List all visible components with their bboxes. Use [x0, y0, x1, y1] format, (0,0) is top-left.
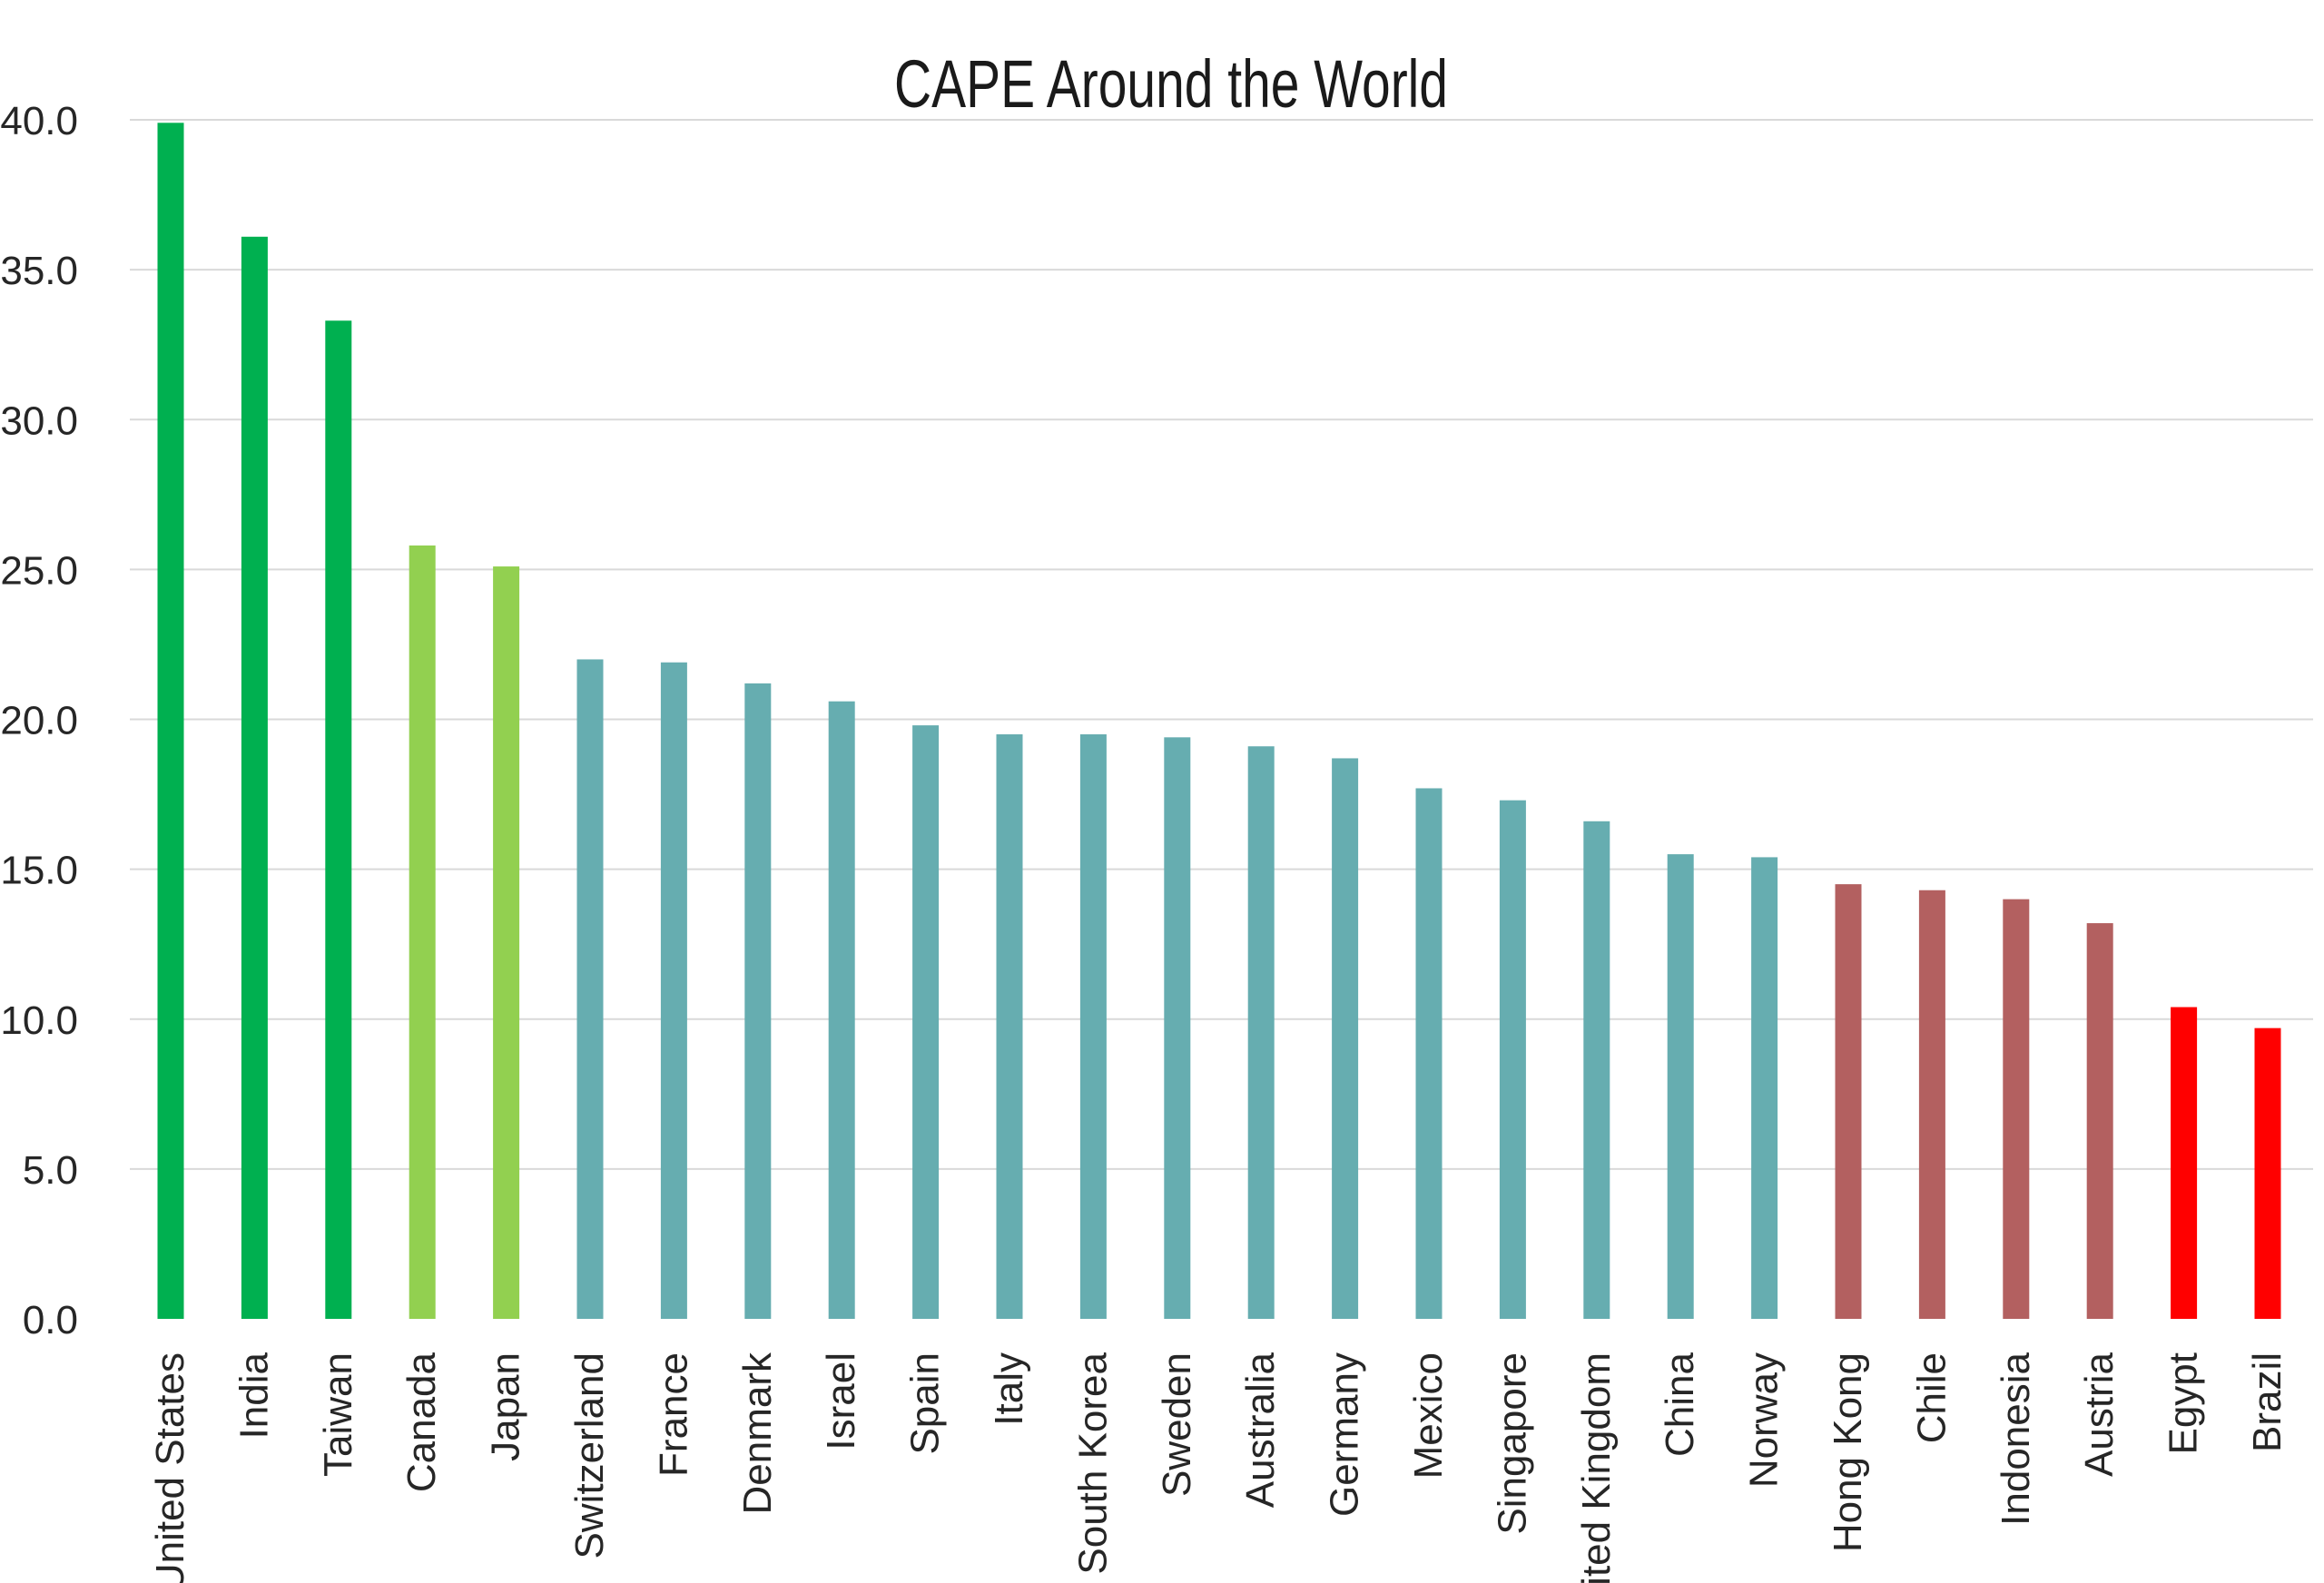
x-axis-labels: United States India Taiwan Canada Japan Switz…: [148, 1352, 2290, 1583]
bar: [912, 725, 940, 1319]
bar: [1247, 746, 1275, 1319]
bar: [576, 659, 604, 1319]
x-category-label: Switzerland: [567, 1352, 612, 1558]
x-category-label: Sweden: [1155, 1352, 1199, 1497]
y-tick-label: 0.0: [23, 1298, 78, 1342]
bar: [660, 662, 687, 1319]
bar: [1918, 890, 1945, 1319]
x-category-label: Chile: [1909, 1352, 1954, 1443]
bar: [157, 123, 184, 1320]
y-tick-label: 20.0: [0, 699, 78, 743]
x-category-label: France: [651, 1352, 695, 1477]
bar: [1583, 821, 1610, 1319]
bar: [1835, 884, 1862, 1319]
bar: [1332, 758, 1359, 1319]
y-tick-label: 40.0: [0, 99, 78, 143]
x-category-label: Mexico: [1406, 1352, 1451, 1479]
bar: [1667, 854, 1694, 1319]
bar: [409, 545, 436, 1319]
x-category-label: India: [231, 1352, 276, 1439]
bar: [744, 683, 772, 1319]
x-category-label: Australia: [1238, 1352, 1283, 1508]
bar: [2254, 1027, 2281, 1319]
y-axis-ticks: 0.0 5.0 10.0 15.0 20.0 25.0 30.0 35.0 40.0: [0, 99, 78, 1342]
x-category-label: China: [1658, 1352, 1702, 1456]
x-category-label: Denmark: [735, 1352, 780, 1514]
y-tick-label: 25.0: [0, 548, 78, 593]
x-category-label: United States: [148, 1352, 192, 1583]
bar: [1164, 737, 1191, 1319]
bar: [1751, 857, 1778, 1319]
x-category-label: Singapore: [1490, 1352, 1534, 1535]
x-category-label: South Korea: [1070, 1352, 1115, 1574]
x-category-label: Spain: [903, 1352, 948, 1455]
bar: [2003, 899, 2030, 1319]
x-category-label: Austria: [2077, 1352, 2122, 1476]
bar: [996, 734, 1023, 1319]
y-tick-label: 5.0: [23, 1148, 78, 1193]
x-category-label: Norway: [1742, 1352, 1787, 1488]
bar: [828, 701, 855, 1319]
chart-title: CAPE Around the World: [894, 46, 1448, 122]
x-category-label: Germany: [1323, 1352, 1367, 1517]
gridlines: [130, 119, 2313, 1170]
x-category-label: Egypt: [2162, 1352, 2206, 1455]
x-category-label: Israel: [819, 1352, 863, 1450]
bar: [2086, 923, 2113, 1319]
x-category-label: Canada: [399, 1352, 444, 1492]
bar: [241, 236, 268, 1319]
y-tick-label: 35.0: [0, 249, 78, 293]
y-tick-label: 30.0: [0, 398, 78, 443]
bar: [325, 320, 352, 1320]
bar: [1415, 788, 1443, 1319]
y-tick-label: 15.0: [0, 849, 78, 893]
x-category-label: Italy: [987, 1352, 1031, 1426]
bars: [157, 123, 2281, 1320]
x-category-label: Indonesia: [1994, 1352, 2038, 1525]
x-category-label: United Kingdom: [1574, 1352, 1619, 1583]
x-category-label: Japan: [484, 1352, 528, 1461]
y-tick-label: 10.0: [0, 998, 78, 1043]
x-category-label: Taiwan: [316, 1352, 360, 1477]
x-category-label: Brazil: [2245, 1352, 2290, 1452]
bar: [493, 566, 520, 1319]
x-category-label: Hong Kong: [1826, 1352, 1870, 1552]
bar: [1079, 734, 1107, 1319]
bar: [1499, 800, 1526, 1319]
bar: [2171, 1007, 2198, 1319]
